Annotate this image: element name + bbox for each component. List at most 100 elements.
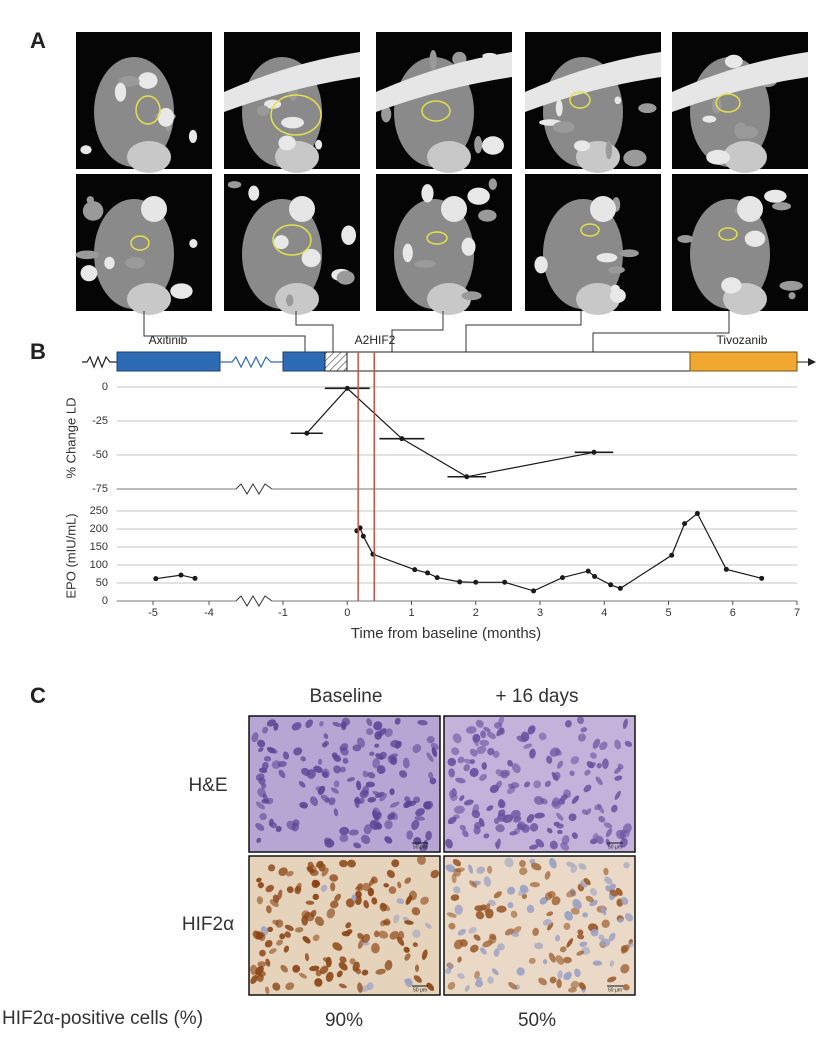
nucleus	[473, 934, 481, 941]
nucleus	[497, 943, 505, 951]
nucleus	[333, 780, 340, 788]
nucleus	[557, 829, 563, 835]
nucleus	[544, 871, 551, 880]
ct-vessel	[605, 140, 613, 160]
nucleus	[622, 984, 630, 991]
nucleus	[426, 982, 435, 991]
nucleus	[483, 833, 490, 839]
nucleus	[429, 777, 437, 785]
nucleus	[347, 859, 356, 868]
nucleus	[389, 801, 400, 808]
nucleus	[493, 948, 500, 957]
nucleus	[557, 970, 563, 980]
nucleus	[354, 895, 362, 906]
nucleus	[590, 928, 599, 937]
nucleus	[463, 758, 474, 764]
nucleus	[586, 761, 595, 769]
nucleus	[258, 767, 268, 774]
nucleus	[476, 977, 483, 982]
ct-vessel	[534, 256, 548, 274]
x-tick-label: 3	[537, 607, 543, 619]
nucleus	[293, 747, 303, 756]
nucleus	[278, 769, 286, 778]
histology-image: 50 μm	[443, 855, 636, 996]
nucleus	[468, 864, 474, 874]
nucleus	[342, 757, 349, 764]
ct-aorta	[737, 196, 763, 222]
nucleus	[339, 826, 350, 835]
treatment-label: Tivozanib	[717, 333, 768, 347]
ct-aorta	[141, 196, 167, 222]
nucleus	[377, 728, 387, 737]
ct-vessel	[341, 225, 357, 245]
nucleus	[510, 910, 518, 918]
nucleus	[570, 756, 580, 765]
nucleus	[592, 738, 601, 749]
nucleus	[416, 855, 426, 865]
ct-images	[75, 32, 808, 315]
nucleus	[563, 956, 572, 964]
nucleus	[468, 880, 478, 888]
nucleus	[430, 869, 440, 879]
nucleus	[563, 972, 572, 980]
nucleus	[555, 749, 562, 756]
ct-image	[525, 174, 661, 315]
ct-image	[75, 174, 212, 315]
nucleus	[454, 904, 463, 915]
nucleus	[561, 835, 570, 845]
nucleus	[451, 873, 457, 884]
ct-vessel	[402, 243, 413, 263]
nucleus	[354, 798, 361, 804]
ct-vessel	[474, 135, 483, 154]
nucleus	[576, 716, 585, 725]
panel-label: C	[30, 683, 46, 708]
nucleus	[341, 931, 351, 937]
nucleus	[304, 953, 310, 962]
nucleus	[405, 978, 413, 988]
nucleus	[597, 804, 605, 814]
nucleus	[529, 882, 540, 888]
nucleus	[574, 968, 581, 978]
nucleus	[323, 740, 329, 746]
nucleus	[362, 770, 369, 778]
nucleus	[496, 905, 507, 913]
data-point	[559, 575, 565, 581]
nucleus	[577, 933, 585, 940]
nucleus	[628, 941, 634, 948]
nucleus	[277, 889, 283, 900]
nucleus	[319, 965, 329, 975]
nucleus	[361, 834, 371, 845]
ct-tissue	[94, 199, 174, 309]
ct-tissue	[275, 283, 319, 315]
ct-vessel	[467, 187, 490, 205]
nucleus	[394, 740, 402, 749]
nucleus	[487, 865, 493, 874]
roi	[272, 224, 312, 256]
nucleus	[373, 930, 380, 938]
x-tick-label: 4	[601, 607, 607, 619]
ct-image	[672, 32, 808, 173]
ct-vessel	[256, 105, 270, 116]
nucleus	[507, 886, 516, 895]
nucleus	[472, 733, 481, 743]
ct-vessel	[552, 121, 575, 133]
ct-vessel	[170, 283, 193, 299]
nucleus	[371, 897, 378, 905]
nucleus	[624, 740, 633, 747]
ct-aorta	[441, 196, 467, 222]
nucleus	[298, 972, 307, 979]
ct-vessel	[744, 230, 766, 247]
ct-vessel	[573, 140, 590, 152]
ct-vessel	[608, 266, 625, 274]
nucleus	[374, 822, 383, 830]
nucleus	[396, 898, 405, 904]
nucleus	[330, 900, 339, 909]
nucleus	[332, 721, 342, 727]
nucleus	[451, 747, 460, 756]
nucleus	[534, 942, 544, 950]
nucleus	[314, 978, 323, 987]
ct-vessel	[788, 292, 796, 300]
nucleus	[375, 968, 386, 975]
nucleus	[452, 733, 462, 744]
nucleus	[265, 958, 271, 967]
